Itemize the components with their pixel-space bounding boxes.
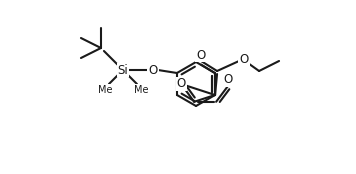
Text: Me: Me	[134, 85, 148, 95]
Text: O: O	[224, 73, 233, 86]
Text: O: O	[148, 64, 158, 77]
Text: O: O	[197, 49, 206, 61]
Text: O: O	[240, 53, 249, 65]
Text: Si: Si	[117, 64, 128, 77]
Text: Me: Me	[98, 85, 112, 95]
Text: O: O	[177, 77, 186, 90]
